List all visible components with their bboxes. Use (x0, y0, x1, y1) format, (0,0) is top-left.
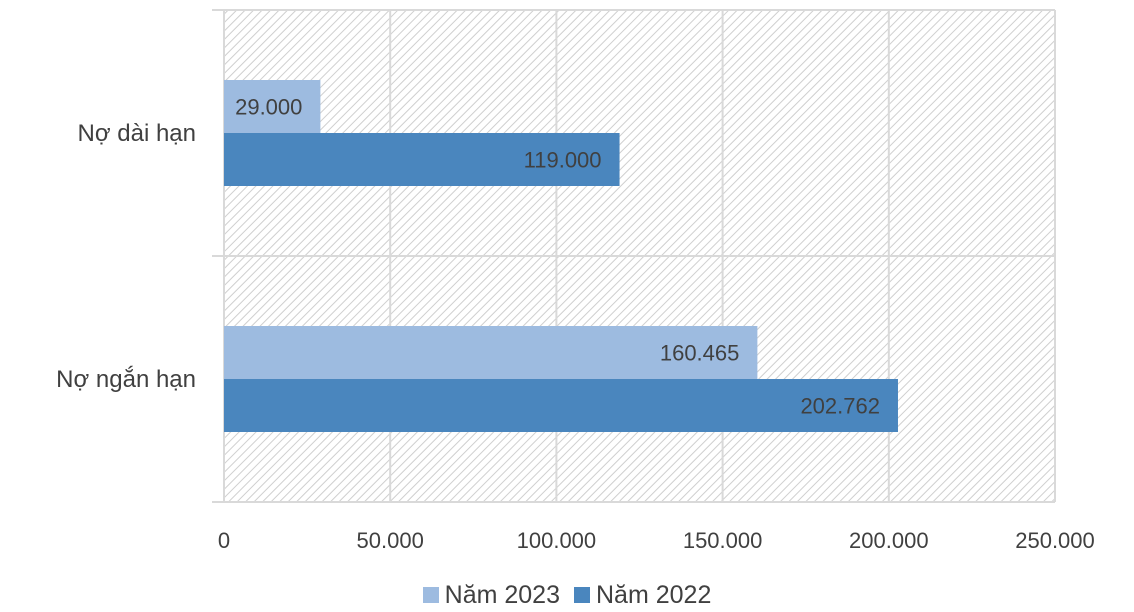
category-label: Nợ ngắn hạn (56, 366, 196, 393)
legend: Năm 2023 Năm 2022 (0, 580, 1134, 610)
x-tick-label: 200.000 (849, 528, 929, 553)
legend-swatch-2023 (422, 587, 439, 603)
x-tick-label: 250.000 (1015, 528, 1095, 553)
bar (224, 80, 321, 133)
legend-item-2023: Năm 2023 (422, 580, 560, 610)
x-tick-label: 50.000 (357, 528, 424, 553)
bar (224, 133, 620, 186)
x-tick-label: 100.000 (517, 528, 597, 553)
data-label: 119.000 (524, 148, 602, 173)
bar (224, 326, 758, 379)
x-tick-label: 150.000 (683, 528, 763, 553)
data-label: 202.762 (800, 394, 880, 419)
data-label: 29.000 (235, 95, 302, 120)
x-tick-label: 0 (218, 528, 230, 553)
legend-item-2022: Năm 2022 (574, 581, 711, 610)
bar-chart: 29.000 119.000 Nợ dài hạn 160.465 202.762 Nợ … (56, 9, 1095, 553)
legend-label-2022: Năm 2022 (596, 580, 712, 609)
data-label: 160.465 (660, 341, 740, 366)
legend-swatch-2022 (574, 587, 590, 603)
bar (224, 379, 898, 432)
legend-label-2023: Năm 2023 (444, 580, 560, 609)
category-label: Nợ dài hạn (78, 120, 196, 147)
